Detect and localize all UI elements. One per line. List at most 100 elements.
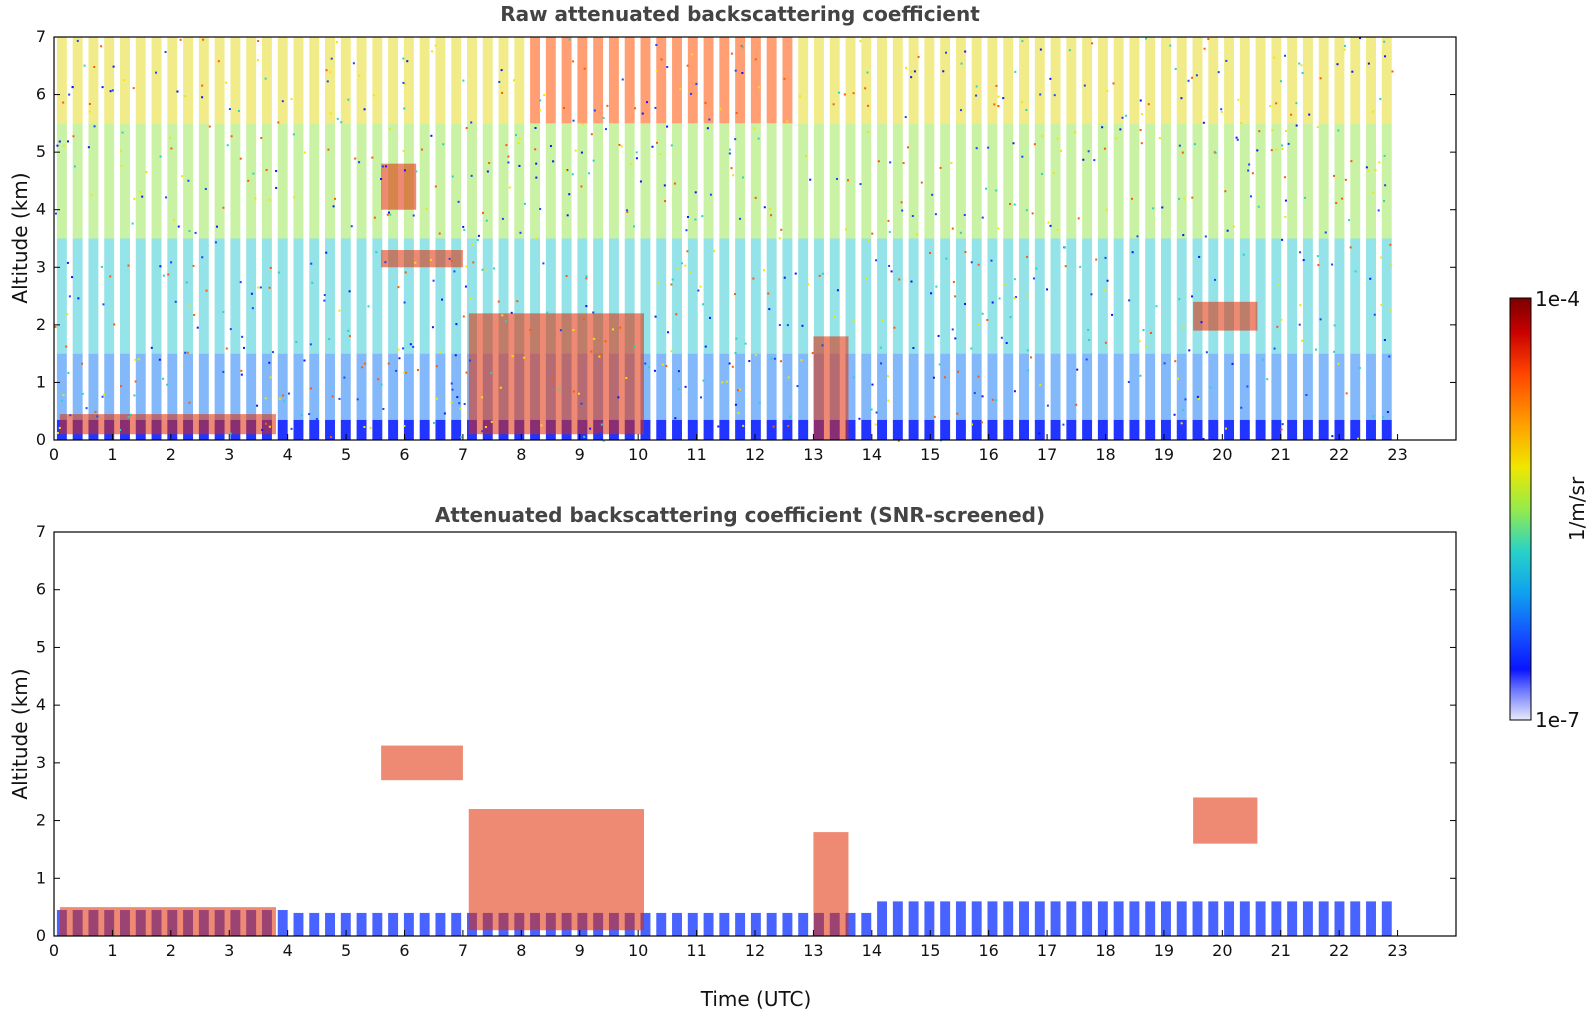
noise-speck bbox=[373, 216, 376, 219]
noise-speck bbox=[572, 329, 575, 332]
signal-column bbox=[798, 419, 809, 440]
cloud-feature bbox=[468, 809, 645, 931]
noise-speck bbox=[523, 356, 526, 359]
signal-column bbox=[877, 353, 888, 420]
noise-speck bbox=[580, 402, 583, 405]
noise-speck bbox=[1193, 143, 1196, 146]
screened-panel-title: Attenuated backscattering coefficient (S… bbox=[435, 503, 1045, 527]
noise-speck bbox=[205, 289, 208, 292]
signal-column bbox=[672, 238, 682, 354]
x-tick-label: 5 bbox=[341, 941, 351, 960]
noise-speck bbox=[347, 98, 350, 101]
noise-speck bbox=[119, 149, 122, 152]
noise-speck bbox=[964, 251, 967, 254]
signal-column bbox=[955, 419, 966, 440]
signal-column bbox=[530, 37, 541, 124]
noise-speck bbox=[677, 370, 680, 373]
noise-speck bbox=[877, 160, 880, 163]
signal-column bbox=[940, 238, 951, 354]
noise-speck bbox=[1257, 205, 1260, 208]
noise-speck bbox=[1202, 437, 1205, 440]
noise-speck bbox=[565, 169, 568, 172]
noise-speck bbox=[1356, 437, 1359, 440]
cloud-feature bbox=[468, 313, 645, 435]
noise-speck bbox=[639, 180, 642, 183]
signal-column bbox=[451, 353, 462, 420]
signal-column bbox=[498, 238, 509, 354]
noise-speck bbox=[888, 231, 891, 234]
signal-column bbox=[340, 419, 351, 440]
noise-speck bbox=[229, 328, 232, 331]
signal-column bbox=[325, 419, 335, 440]
signal-column bbox=[719, 912, 730, 936]
noise-speck bbox=[770, 357, 773, 360]
signal-column bbox=[672, 419, 682, 440]
signal-column bbox=[924, 238, 935, 354]
noise-speck bbox=[1012, 142, 1015, 145]
x-tick-label: 14 bbox=[862, 445, 882, 464]
signal-column bbox=[640, 37, 651, 124]
noise-speck bbox=[239, 157, 242, 160]
signal-column bbox=[325, 912, 335, 936]
noise-speck bbox=[529, 328, 532, 331]
noise-speck bbox=[910, 280, 913, 283]
raw-x-ticks: 0 1 2 3 4 5 6 7 8 9 10 11 12 13 14 15 16 17 18 19 20 21 22 23 bbox=[49, 434, 1408, 464]
x-tick-label: 12 bbox=[745, 445, 765, 464]
noise-speck bbox=[572, 60, 575, 63]
noise-speck bbox=[980, 421, 983, 424]
signal-column bbox=[1129, 123, 1140, 239]
noise-speck bbox=[539, 109, 542, 112]
noise-speck bbox=[485, 219, 488, 222]
noise-speck bbox=[257, 286, 260, 289]
noise-speck bbox=[930, 292, 933, 295]
signal-column bbox=[277, 123, 288, 239]
x-tick-label: 6 bbox=[399, 445, 409, 464]
x-tick-label: 17 bbox=[1037, 445, 1057, 464]
signal-column bbox=[987, 238, 998, 354]
signal-column bbox=[719, 123, 730, 239]
noise-speck bbox=[1279, 80, 1282, 83]
signal-column bbox=[877, 419, 888, 440]
noise-speck bbox=[604, 128, 607, 131]
noise-speck bbox=[1021, 40, 1024, 43]
signal-column bbox=[419, 353, 430, 420]
noise-speck bbox=[137, 358, 140, 361]
signal-column bbox=[1302, 37, 1313, 124]
screened-x-ticks: 0 1 2 3 4 5 6 7 8 9 10 11 12 13 14 15 16 17 18 19 20 21 22 23 bbox=[49, 930, 1408, 960]
noise-speck bbox=[1053, 94, 1056, 97]
noise-speck bbox=[338, 309, 341, 312]
noise-speck bbox=[832, 103, 835, 106]
noise-speck bbox=[380, 383, 383, 386]
noise-speck bbox=[348, 335, 351, 338]
noise-speck bbox=[62, 101, 65, 104]
colorbar-min-label: 1e-7 bbox=[1535, 708, 1580, 732]
noise-speck bbox=[384, 261, 387, 264]
noise-speck bbox=[769, 207, 772, 210]
noise-speck bbox=[542, 262, 545, 265]
noise-speck bbox=[334, 197, 337, 200]
noise-speck bbox=[685, 229, 688, 232]
noise-speck bbox=[402, 81, 405, 84]
noise-speck bbox=[1299, 304, 1302, 307]
noise-speck bbox=[389, 213, 392, 216]
signal-column bbox=[1381, 353, 1392, 420]
signal-column bbox=[261, 123, 272, 239]
signal-column bbox=[1066, 238, 1077, 354]
signal-column bbox=[72, 123, 83, 239]
signal-column bbox=[167, 353, 178, 420]
signal-column bbox=[151, 37, 162, 124]
noise-speck bbox=[897, 439, 900, 442]
noise-speck bbox=[985, 187, 988, 190]
signal-column bbox=[908, 419, 919, 440]
signal-column bbox=[1366, 37, 1376, 124]
signal-column bbox=[577, 123, 588, 239]
noise-speck bbox=[395, 369, 398, 372]
noise-speck bbox=[184, 95, 187, 98]
x-tick-label: 3 bbox=[224, 941, 234, 960]
noise-speck bbox=[945, 257, 948, 260]
noise-speck bbox=[1131, 251, 1134, 254]
noise-speck bbox=[409, 343, 412, 346]
signal-column bbox=[1302, 123, 1313, 239]
signal-column bbox=[908, 238, 919, 354]
noise-speck bbox=[431, 326, 434, 329]
